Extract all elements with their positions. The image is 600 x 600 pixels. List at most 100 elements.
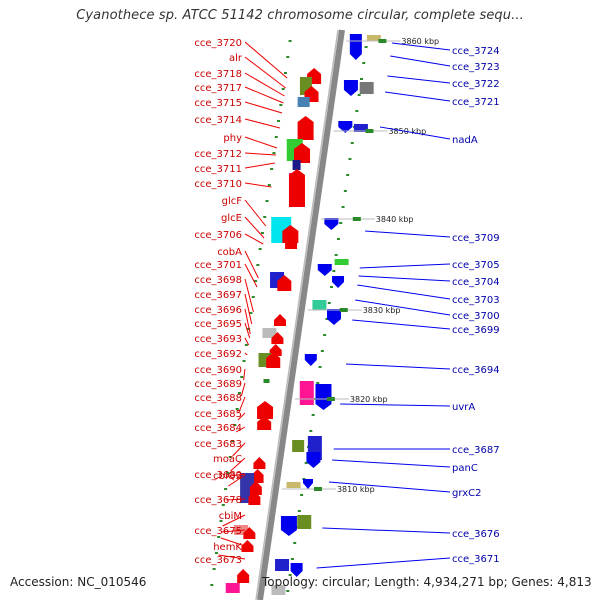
gene-block-left[interactable] <box>263 379 270 383</box>
gene-label-left[interactable]: cce_3710 <box>194 179 242 190</box>
gene-label-left[interactable]: cce_3711 <box>194 164 242 175</box>
gene-block-right[interactable] <box>353 124 368 132</box>
gene-label-left[interactable]: cce_3675 <box>194 526 242 537</box>
gene-block-left[interactable] <box>297 97 310 107</box>
gene-label-left[interactable]: cce_3712 <box>194 149 242 160</box>
gene-block-right[interactable] <box>334 259 349 265</box>
gene-label-right[interactable]: uvrA <box>452 402 475 413</box>
gene-arrow-left[interactable] <box>288 169 305 207</box>
gene-arrow-left[interactable] <box>257 401 274 419</box>
gene-arrow-left[interactable] <box>243 527 256 539</box>
gene-label-right[interactable]: cce_3704 <box>452 277 500 288</box>
gene-label-right[interactable]: cce_3671 <box>452 554 500 565</box>
gene-arrow-left[interactable] <box>237 569 250 583</box>
gene-arrow-left[interactable] <box>273 314 286 326</box>
gene-arrow-right[interactable] <box>349 34 362 60</box>
gene-block-right[interactable] <box>312 300 327 310</box>
gene-label-right[interactable]: cce_3699 <box>452 325 500 336</box>
gene-label-right[interactable]: panC <box>452 463 478 474</box>
gene-label-right[interactable]: cce_3724 <box>452 46 500 57</box>
gene-label-left[interactable]: alr <box>229 53 243 64</box>
gene-arrow-left[interactable] <box>248 491 261 505</box>
gene-label-left[interactable]: cbiM <box>219 511 242 522</box>
gene-arrow-right[interactable] <box>338 121 353 133</box>
gene-arrow-right[interactable] <box>280 516 297 536</box>
gene-block-left[interactable] <box>225 583 240 593</box>
gene-block-left[interactable] <box>262 328 277 338</box>
gene-arrow-right[interactable] <box>306 452 321 468</box>
gene-label-left[interactable]: cce_3689 <box>194 379 242 390</box>
gene-label-right[interactable]: cce_3723 <box>452 62 500 73</box>
gene-arrow-left[interactable] <box>294 143 311 163</box>
gene-block-right[interactable] <box>275 559 290 571</box>
gene-arrow-left[interactable] <box>241 540 254 552</box>
gene-label-left[interactable]: cce_3698 <box>194 275 242 286</box>
gene-label-left[interactable]: cce_3693 <box>194 334 242 345</box>
gene-arrow-right[interactable] <box>327 309 341 325</box>
gene-arrow-left[interactable] <box>285 237 298 249</box>
gene-label-right[interactable]: cce_3705 <box>452 260 500 271</box>
gene-label-left[interactable]: cce_3673 <box>194 555 242 566</box>
gene-label-left[interactable]: phy <box>223 133 242 144</box>
gene-arrow-left[interactable] <box>253 457 266 469</box>
gene-label-left[interactable]: cce_3720 <box>194 38 242 49</box>
gene-arrow-right[interactable] <box>315 384 332 410</box>
gene-arrow-left[interactable] <box>277 275 292 291</box>
gene-label-left[interactable]: cce_3690 <box>194 365 242 376</box>
gene-label-left[interactable]: cce_3715 <box>194 98 242 109</box>
gene-label-left[interactable]: moaC <box>213 454 242 465</box>
gene-arrow-left[interactable] <box>282 225 299 243</box>
gene-block-right[interactable] <box>366 35 381 41</box>
gene-label-right[interactable]: cce_3694 <box>452 365 500 376</box>
gene-label-right[interactable]: cce_3703 <box>452 295 500 306</box>
gene-label-right[interactable]: grxC2 <box>452 488 481 499</box>
gene-label-right[interactable]: cce_3700 <box>452 311 500 322</box>
gene-label-left[interactable]: cce_3680 <box>194 470 242 481</box>
gene-block-right[interactable] <box>271 585 286 595</box>
gene-label-left[interactable]: cce_3683 <box>194 439 242 450</box>
gene-arrow-left[interactable] <box>257 416 272 430</box>
gene-label-left[interactable]: glcF <box>222 196 243 207</box>
gene-arrow-right[interactable] <box>304 354 317 366</box>
gene-label-left[interactable]: cce_3684 <box>194 423 242 434</box>
gene-arrow-left[interactable] <box>271 332 284 344</box>
gene-block-right[interactable] <box>286 482 301 488</box>
gene-label-right[interactable]: cce_3676 <box>452 529 500 540</box>
gene-label-right[interactable]: cce_3709 <box>452 233 500 244</box>
gene-arrow-left[interactable] <box>251 469 264 483</box>
gene-block-right[interactable] <box>292 440 305 452</box>
gene-arrow-left[interactable] <box>249 481 262 495</box>
gene-label-right[interactable]: cce_3722 <box>452 79 500 90</box>
gene-label-right[interactable]: cce_3721 <box>452 97 500 108</box>
gene-label-right[interactable]: nadA <box>452 135 478 146</box>
gene-arrow-right[interactable] <box>317 264 332 276</box>
gene-label-left[interactable]: cce_3688 <box>194 393 242 404</box>
gene-label-left[interactable]: cce_3695 <box>194 319 242 330</box>
gene-arrow-left[interactable] <box>266 352 281 368</box>
gene-arrow-right[interactable] <box>302 479 313 489</box>
gene-label-left[interactable]: cce_3706 <box>194 230 242 241</box>
gene-label-right[interactable]: cce_3687 <box>452 445 500 456</box>
gene-label-left[interactable]: cce_3685 <box>194 409 242 420</box>
gene-label-left[interactable]: cce_3678 <box>194 495 242 506</box>
gene-block-right[interactable] <box>297 515 312 529</box>
gene-label-left[interactable]: cce_3718 <box>194 69 242 80</box>
gene-arrow-right[interactable] <box>343 80 358 96</box>
gene-arrow-left[interactable] <box>297 116 314 140</box>
gene-label-left[interactable]: cbiQ2 <box>213 471 242 482</box>
gene-label-left[interactable]: cce_3692 <box>194 349 242 360</box>
gene-label-left[interactable]: cobA <box>217 247 242 258</box>
gene-block-left[interactable] <box>292 160 301 170</box>
gene-label-left[interactable]: cce_3696 <box>194 305 242 316</box>
gene-arrow-right[interactable] <box>290 563 303 577</box>
gene-label-left[interactable]: cce_3697 <box>194 290 242 301</box>
gene-block-right[interactable] <box>359 82 374 94</box>
gene-label-left[interactable]: glcE <box>221 213 242 224</box>
gene-label-left[interactable]: cce_3717 <box>194 83 242 94</box>
gene-arrow-right[interactable] <box>324 218 339 230</box>
gene-label-left[interactable]: cce_3701 <box>194 260 242 271</box>
gene-arrow-right[interactable] <box>332 276 345 288</box>
gene-label-left[interactable]: hemK <box>213 542 242 553</box>
gene-label-left[interactable]: cce_3714 <box>194 115 242 126</box>
